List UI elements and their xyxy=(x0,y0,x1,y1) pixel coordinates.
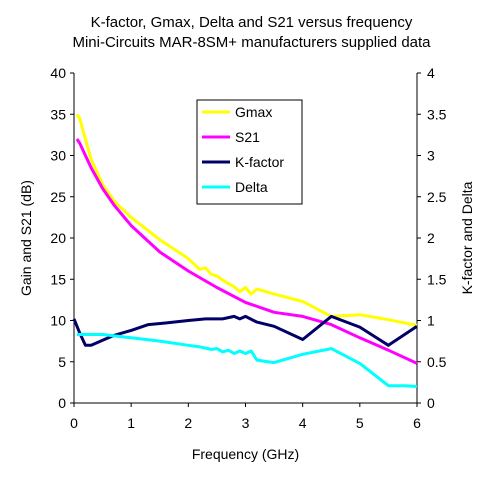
y2-tick-label: 0.5 xyxy=(427,354,447,370)
y-tick-label: 25 xyxy=(50,189,66,205)
x-tick-label: 4 xyxy=(299,415,307,431)
series-line-s21 xyxy=(75,138,418,365)
y2-tick-label: 2 xyxy=(427,230,435,246)
x-tick-label: 5 xyxy=(356,415,364,431)
y2-tick-label: 4 xyxy=(427,65,435,81)
x-tick-label: 2 xyxy=(184,415,192,431)
x-tick-label: 1 xyxy=(127,415,135,431)
chart-subtitle: Mini-Circuits MAR-8SM+ manufacturers sup… xyxy=(72,34,431,51)
x-tick-label: 6 xyxy=(413,415,421,431)
series-line-delta xyxy=(76,333,418,388)
series-line-gmax xyxy=(75,113,418,327)
y-tick-label: 40 xyxy=(50,65,66,81)
y-tick-label: 0 xyxy=(58,395,66,411)
y2-axis-label: K-factor and Delta xyxy=(459,181,475,294)
legend-label: K-factor xyxy=(235,154,284,170)
y-tick-label: 15 xyxy=(50,271,66,287)
y2-tick-label: 3.5 xyxy=(427,106,447,122)
y2-tick-label: 0 xyxy=(427,395,435,411)
y-tick-label: 35 xyxy=(50,106,66,122)
legend-label: Gmax xyxy=(235,104,272,120)
legend-label: S21 xyxy=(235,129,260,145)
y-tick-label: 30 xyxy=(50,148,66,164)
legend-box xyxy=(196,99,303,205)
series-line-k-factor xyxy=(72,314,418,347)
y2-tick-label: 3 xyxy=(427,148,435,164)
y2-tick-label: 1.5 xyxy=(427,271,447,287)
y-tick-label: 10 xyxy=(50,313,66,329)
y-tick-label: 5 xyxy=(58,354,66,370)
x-axis-label: Frequency (GHz) xyxy=(192,446,299,462)
x-tick-label: 3 xyxy=(242,415,250,431)
legend-label: Delta xyxy=(235,179,268,195)
y2-tick-label: 1 xyxy=(427,313,435,329)
y2-tick-label: 2.5 xyxy=(427,189,447,205)
y-tick-label: 20 xyxy=(50,230,66,246)
chart-title: K-factor, Gmax, Delta and S21 versus fre… xyxy=(90,14,413,31)
y-axis-label: Gain and S21 (dB) xyxy=(18,180,34,296)
x-tick-label: 0 xyxy=(70,415,78,431)
